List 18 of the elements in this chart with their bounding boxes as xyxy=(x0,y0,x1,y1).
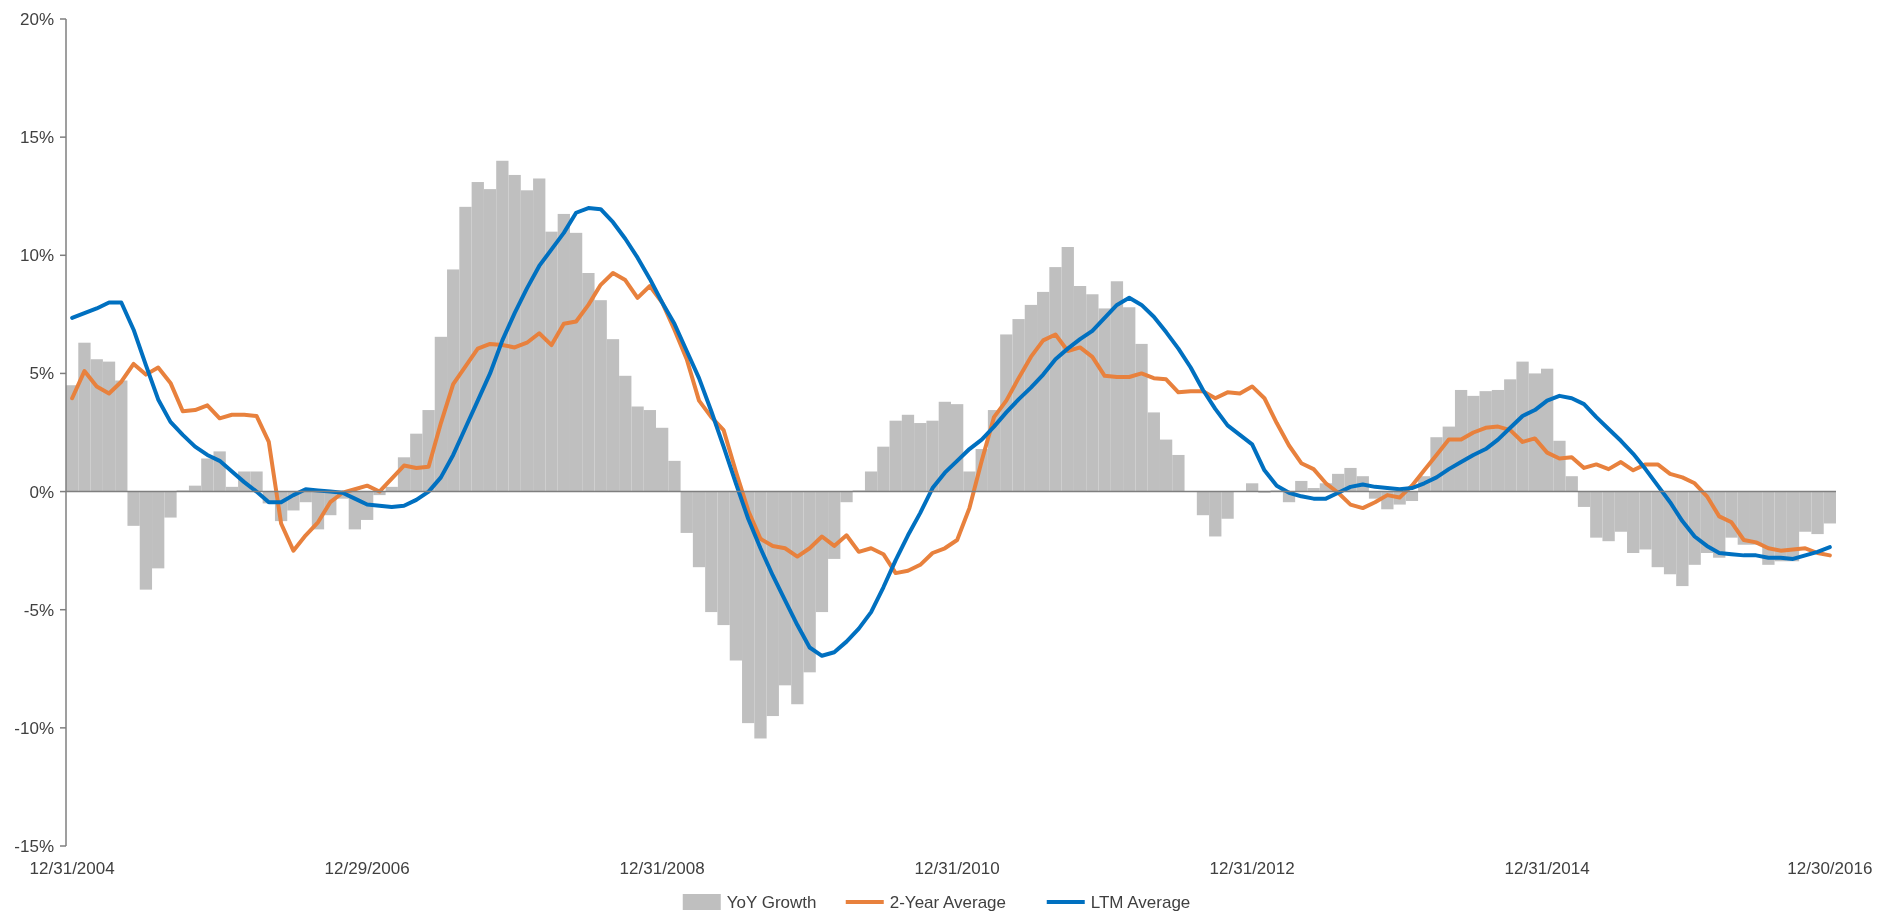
x-tick-label: 12/31/2004 xyxy=(29,858,115,878)
legend-label: YoY Growth xyxy=(726,892,817,912)
y-tick-label: 20% xyxy=(19,9,54,29)
y-tick-label: 5% xyxy=(29,364,54,384)
y-tick-label: 0% xyxy=(29,482,54,502)
legend-label: LTM Average xyxy=(1090,892,1191,912)
y-tick-label: -5% xyxy=(23,600,54,620)
y-tick-label: -10% xyxy=(14,718,54,738)
x-tick-label: 12/29/2006 xyxy=(324,858,410,878)
x-tick-label: 12/30/2016 xyxy=(1787,858,1873,878)
x-tick-label: 12/31/2012 xyxy=(1209,858,1295,878)
legend-label: 2-Year Average xyxy=(889,892,1007,912)
x-tick-label: 12/31/2014 xyxy=(1504,858,1590,878)
x-tick-label: 12/31/2008 xyxy=(619,858,705,878)
y-tick-label: 15% xyxy=(19,128,54,148)
x-tick-label: 12/31/2010 xyxy=(914,858,1000,878)
y-tick-label: -15% xyxy=(14,836,54,856)
y-tick-label: 10% xyxy=(19,246,54,266)
